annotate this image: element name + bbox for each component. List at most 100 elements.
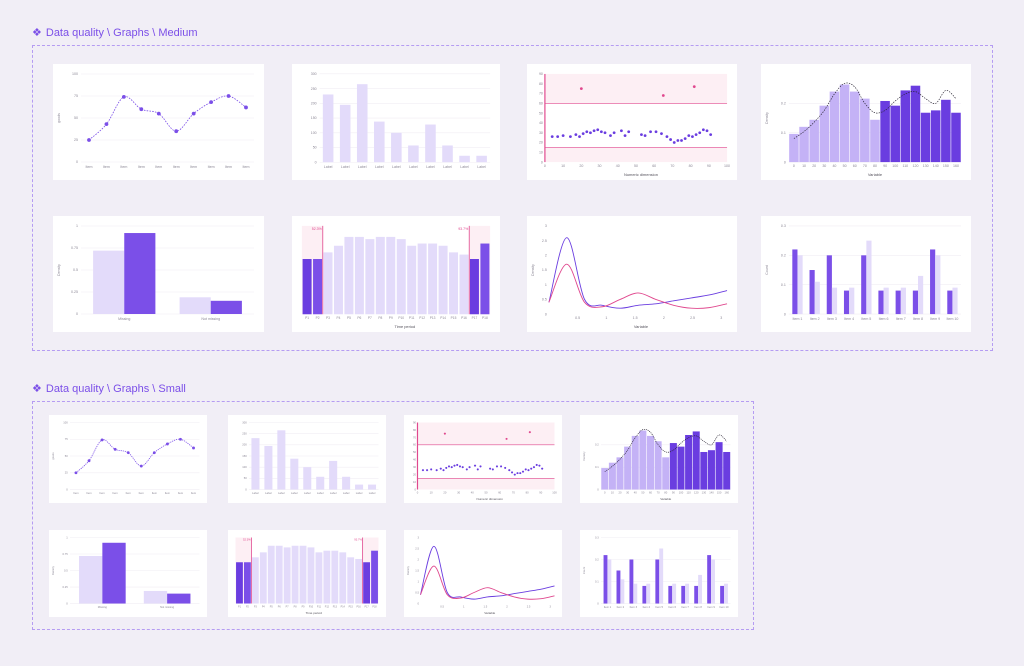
bars-chart: 0 50 100 150 200 250 300 Label Label Label Label La… — [242, 420, 379, 495]
y-tick-label: 20 — [413, 473, 416, 477]
x-tick-label: Item — [178, 491, 184, 495]
x-tick-label: P6 — [278, 605, 282, 608]
y-axis-label: Count — [765, 265, 769, 275]
bar-current — [102, 542, 126, 604]
marker-annotation: 52.3% — [312, 227, 323, 231]
bar — [316, 476, 325, 490]
bar — [299, 545, 307, 604]
chart-card-curves-small[interactable]: 0 0.5 1 1.5 2 2.5 3 0.5 1 1.5 2 2.5 3 Density Variable — [404, 530, 562, 617]
bar-reference — [698, 574, 703, 604]
chart-card-bars-medium[interactable]: 0 50 100 150 200 250 300 Label Label Label Label La… — [292, 64, 500, 180]
y-tick-label: 0 — [66, 601, 68, 605]
bars-chart: 0 50 100 150 200 250 300 Label Label Label Label La… — [311, 72, 491, 169]
x-tick-label: Label — [324, 165, 333, 169]
bar — [449, 252, 459, 315]
y-tick-label: 70 — [413, 435, 416, 439]
chart-card-grouped-small[interactable]: 0 0.25 0.5 0.75 1 Density Missing Not missing — [49, 530, 207, 617]
y-tick-label: 0 — [245, 487, 247, 491]
bar — [307, 547, 315, 604]
y-tick-label: 0.5 — [542, 298, 547, 302]
bar-reference — [672, 583, 677, 604]
chart-card-histogram-medium[interactable]: 0 0.1 0.2 Density 0 10 20 30 40 50 60 70 80 90 100 110 1… — [761, 64, 971, 180]
chart-card-line-medium[interactable]: 0 25 50 75 100 goods Item Item Item Item Item Item I… — [53, 64, 264, 180]
section-title-medium[interactable]: ❖ Data quality \ Graphs \ Medium — [32, 26, 198, 40]
bar — [236, 562, 243, 604]
data-point — [691, 135, 694, 139]
x-tick-label: P9 — [389, 316, 393, 320]
outlier-band-bottom — [544, 147, 728, 163]
x-tick-label: 3 — [549, 604, 551, 608]
data-point — [538, 464, 541, 467]
y-tick-label: 50 — [74, 116, 78, 120]
y-tick-label: 0.2 — [595, 557, 599, 561]
chart-card-timebars-medium[interactable]: P1 P2 P3 P4 P5 P6 P7 P8 P9 P10 P11 P12 P13 P14 P15 P16 P… — [292, 216, 500, 332]
chart-card-histogram-small[interactable]: 0 0.1 0.2 Density 0 10 20 30 40 50 60 70 80 90 100 110 1… — [580, 415, 738, 503]
chart-card-bars-small[interactable]: 0 50 100 150 200 250 300 Label Label Label Label La… — [228, 415, 386, 503]
data-point — [661, 94, 665, 97]
bar-current — [720, 585, 725, 604]
series-line — [88, 95, 247, 141]
x-tick-label: Item 9 — [707, 605, 715, 609]
chart-card-line-small[interactable]: 0 25 50 75 100 goods Item Item Item Item Item Item I… — [49, 415, 207, 503]
x-tick-label: Item — [173, 165, 180, 169]
data-point — [226, 94, 231, 98]
histogram-bar — [639, 430, 647, 490]
histogram-bar — [870, 119, 880, 163]
chart-card-curves-medium[interactable]: 0 0.5 1 1.5 2 2.5 3 0.5 1 1.5 2 2.5 3 Density Variable — [527, 216, 737, 332]
bar-reference — [620, 579, 625, 604]
x-tick-label: 2.5 — [527, 604, 531, 608]
x-tick-label: 110 — [686, 490, 691, 494]
bar — [480, 243, 490, 315]
bar-current — [167, 593, 191, 604]
x-tick-label: 10 — [561, 164, 565, 168]
x-tick-label: Item 4 — [643, 605, 651, 609]
chart-card-multibars-medium[interactable]: 0 0.1 0.2 0.3 Count Item 1 Item 2 Item 3 Item 4 I… — [761, 216, 971, 332]
data-point — [660, 132, 663, 136]
bar — [417, 243, 427, 315]
chart-card-grouped-medium[interactable]: 0 0.25 0.5 0.75 1 Density Missing Not missing — [53, 216, 264, 332]
data-point — [104, 122, 109, 127]
y-tick-label: 0.75 — [62, 552, 68, 556]
x-tick-label: P5 — [347, 316, 351, 320]
x-tick-label: Item — [165, 491, 171, 495]
data-point — [521, 470, 525, 473]
x-tick-label: P3 — [254, 605, 258, 608]
histogram-bar — [920, 112, 931, 163]
chart-card-multibars-small[interactable]: 0 0.1 0.2 0.3 Count Item 1 Item 2 Item 3 Item 4 I… — [580, 530, 738, 617]
data-point — [687, 134, 691, 138]
x-tick-label: Item — [152, 491, 158, 495]
data-point — [439, 467, 442, 470]
data-point — [468, 466, 471, 469]
bar — [331, 550, 339, 604]
bar — [386, 236, 396, 315]
bar-current — [681, 585, 686, 604]
x-tick-label: Label — [252, 491, 259, 495]
y-tick-label: 50 — [413, 450, 416, 454]
data-point — [574, 133, 578, 137]
data-point — [627, 130, 631, 134]
data-point — [550, 135, 554, 139]
bar — [267, 545, 275, 604]
data-point — [165, 442, 169, 446]
data-point — [709, 133, 713, 137]
x-tick-label: Label — [330, 491, 337, 495]
bar-current — [861, 255, 867, 315]
data-point — [489, 467, 492, 470]
bar — [315, 552, 323, 604]
bar — [344, 236, 354, 315]
chart-card-scatter-small[interactable]: 0 10 20 30 40 50 60 70 80 90 0 10 20 30 40 50 60 70 80 90 10… — [404, 415, 562, 503]
data-point — [585, 130, 589, 134]
bar — [368, 484, 377, 490]
chart-card-scatter-medium[interactable]: 0 10 20 30 40 50 60 70 80 90 0 10 20 30 40 50 60 70 80 90 10… — [527, 64, 737, 180]
x-tick-label: Item 1 — [792, 317, 802, 321]
y-tick-label: 0 — [414, 487, 416, 491]
bar — [391, 132, 402, 163]
chart-card-timebars-small[interactable]: P1 P2 P3 P4 P5 P6 P7 P8 P9 P10 P11 P12 P13 P14 P15 P16 P… — [228, 530, 386, 617]
bar — [355, 558, 363, 604]
y-tick-label: 0.2 — [595, 443, 599, 447]
data-point — [505, 437, 508, 440]
x-tick-label: Label — [291, 491, 298, 495]
x-tick-label: Item 7 — [681, 605, 689, 609]
bar-current — [603, 555, 608, 604]
section-title-small[interactable]: ❖ Data quality \ Graphs \ Small — [32, 382, 186, 396]
